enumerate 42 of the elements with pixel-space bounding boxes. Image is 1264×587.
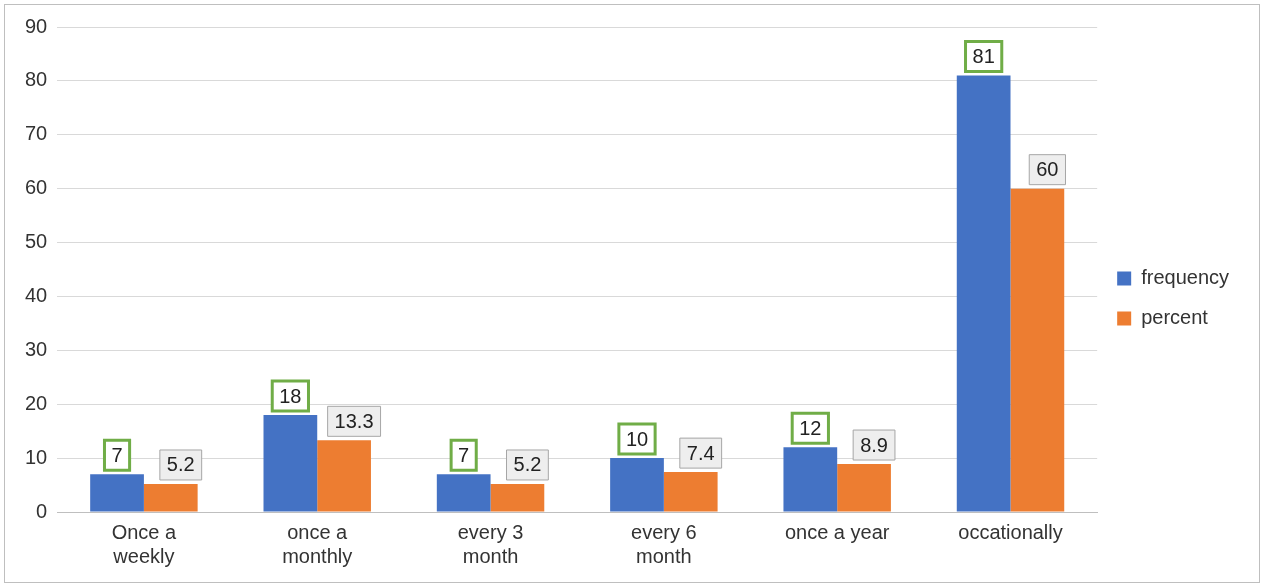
data-label: 12: [799, 416, 822, 439]
bar: [610, 458, 664, 512]
data-label: 81: [972, 45, 995, 68]
x-tick-label: every 3 month: [457, 520, 524, 567]
legend-label: frequency: [1141, 266, 1230, 289]
bar: [143, 483, 198, 512]
data-label: 10: [625, 427, 649, 450]
y-tick-label: 90: [25, 14, 48, 37]
x-tick-label: once a year: [784, 520, 890, 543]
data-label: 7: [458, 443, 470, 466]
y-tick-label: 0: [36, 499, 48, 522]
y-tick-label: 50: [25, 230, 48, 253]
bar: [317, 440, 371, 512]
y-tick-label: 70: [25, 122, 48, 145]
data-label: 8.9: [860, 433, 888, 456]
data-label: 13.3: [334, 409, 374, 432]
data-label: 7: [111, 443, 123, 466]
bar: [837, 464, 891, 512]
data-label: 7.4: [686, 441, 715, 464]
bar: [490, 483, 545, 512]
legend-label: percent: [1141, 306, 1209, 329]
bar: [956, 75, 1011, 512]
bar: [90, 474, 144, 512]
data-label: 60: [1036, 158, 1059, 181]
bar: [1010, 188, 1065, 512]
x-tick-label: occationally: [958, 520, 1063, 543]
y-tick-label: 30: [25, 337, 48, 360]
bar: [436, 474, 491, 512]
y-tick-label: 80: [25, 68, 48, 91]
y-tick-label: 10: [25, 445, 48, 468]
bar: [263, 415, 318, 512]
y-tick-label: 20: [25, 391, 48, 414]
x-tick-label: every 6 month: [631, 520, 697, 567]
data-label: 5.2: [513, 453, 542, 476]
data-label: 5.2: [166, 453, 195, 476]
x-tick-label: Once a weekly: [111, 520, 178, 567]
bar: [783, 447, 838, 512]
y-tick-label: 60: [25, 176, 48, 199]
data-label: 18: [279, 384, 302, 407]
x-tick-label: once a monthly: [282, 520, 353, 567]
y-tick-label: 40: [25, 283, 48, 306]
bar: [663, 472, 718, 512]
